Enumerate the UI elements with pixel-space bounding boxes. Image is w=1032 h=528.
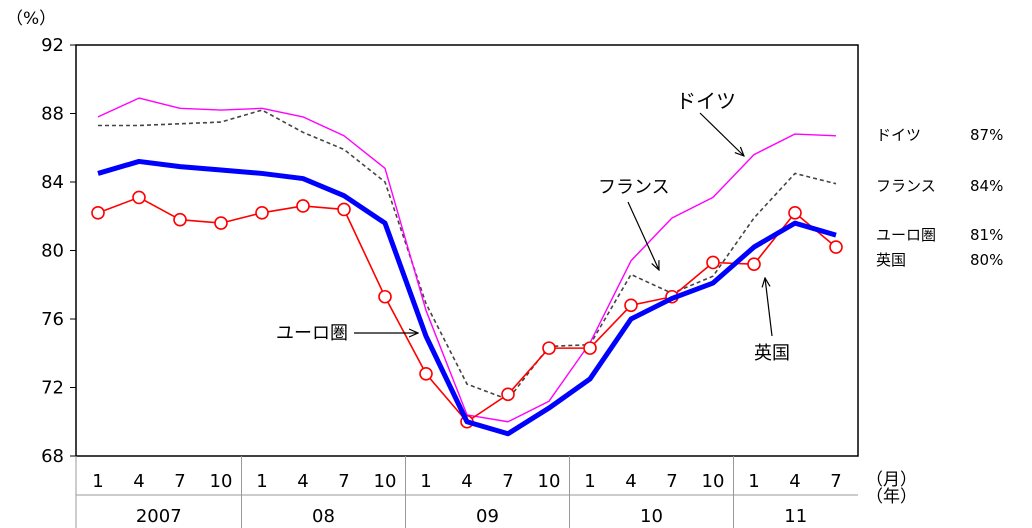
series-marker-point [337,202,351,217]
y-tick-label-72: 72 [41,378,64,399]
series-marker-point [255,206,269,220]
y-unit-label: （%） [6,9,56,29]
y-tick-label-84: 84 [41,172,64,193]
x-month-label: 4 [461,471,472,492]
end-label-germany-name: ドイツ [876,126,921,144]
x-month-label: 7 [338,471,349,492]
x-month-label: 7 [830,471,841,492]
series-marker-point [419,366,433,381]
annotation-france: フランス [598,177,670,270]
x-month-label: 10 [210,471,233,492]
x-month-label: 4 [625,471,636,492]
y-tick-label-88: 88 [41,104,64,125]
series-layer [91,97,843,437]
annotation-france-arrow [627,201,659,270]
end-labels: ドイツ 87% フランス 84% ユーロ圏 81% 英国 80% [876,126,1003,269]
x-month-label: 10 [374,471,397,492]
end-label-euro-area-name: ユーロ圏 [876,226,936,244]
series-marker-point [706,255,720,270]
series-line-thick [97,158,837,437]
series-marker-point [542,341,556,355]
x-month-label: 1 [748,471,759,492]
x-month-label: 1 [584,471,595,492]
x-year-label: 10 [640,506,663,527]
x-month-label: 1 [420,471,431,492]
x-month-label: 7 [666,471,677,492]
annotation-uk-label: 英国 [754,343,790,364]
series-marker-point [378,289,392,304]
annotation-uk: 英国 [754,278,790,364]
series-marker-point [624,298,638,313]
annotation-germany-arrow [699,112,744,156]
series-marker-point [788,206,802,220]
end-label-uk-name: 英国 [876,251,906,269]
x-month-label: 4 [297,471,308,492]
series-marker-point [829,240,843,254]
annotation-germany-label: ドイツ [676,89,736,113]
x-year-label: 2007 [136,506,182,527]
series-marker-point [132,190,146,205]
series-marker-point [501,387,515,402]
annotation-euro-area-label: ユーロ圏 [276,323,348,344]
x-month-label: 10 [702,471,725,492]
y-tick-label-92: 92 [41,35,64,56]
y-tick-label-80: 80 [41,241,64,262]
annotation-germany: ドイツ [676,89,744,156]
x-month-label: 1 [92,471,103,492]
series-marker-point [214,216,228,230]
end-label-uk-value: 80% [970,251,1003,269]
x-month-label: 7 [174,471,185,492]
x-year-label: 08 [312,506,335,527]
annotation-france-label: フランス [598,177,670,198]
annotation-uk-arrow [765,278,773,337]
x-year-label: 09 [476,506,499,527]
series-marker-point [173,212,187,227]
end-label-france-name: フランス [876,177,936,195]
series-marker-point [296,199,310,213]
x-month-label: 1 [256,471,267,492]
x-month-label: 4 [789,471,800,492]
series-line-dashed [98,109,837,401]
y-axis: 68 72 76 80 84 88 92 [41,35,76,467]
end-label-france-value: 84% [970,177,1003,195]
annotation-euro-area: ユーロ圏 [276,323,418,344]
series-marker-point [583,341,597,355]
series-marker-point [747,257,761,272]
series-marker-point [91,206,105,220]
x-year-unit-label: （年） [866,487,917,507]
end-label-germany-value: 87% [970,126,1003,144]
y-tick-label-68: 68 [41,446,64,467]
x-month-label: 4 [133,471,144,492]
series-line-markers [97,196,837,423]
end-label-euro-area-value: 81% [970,226,1003,244]
series-line-thin [97,97,837,423]
x-year-label: 11 [784,506,807,527]
x-month-unit-label: （月） [866,470,917,490]
x-month-label: 10 [538,471,561,492]
plot-area-frame [75,44,859,457]
y-tick-label-76: 76 [41,309,64,330]
x-month-label: 7 [502,471,513,492]
